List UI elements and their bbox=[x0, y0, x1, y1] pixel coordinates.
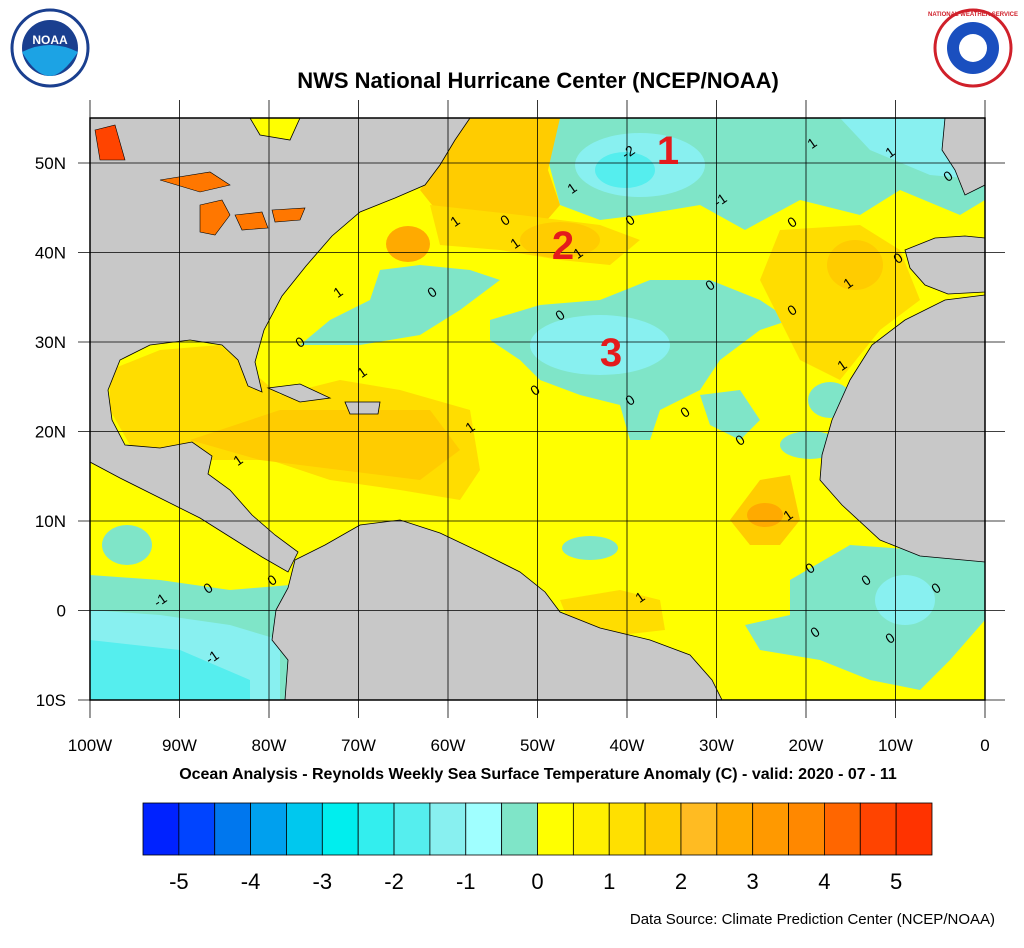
lon-label: 70W bbox=[341, 736, 376, 755]
lat-label: 10N bbox=[35, 512, 66, 531]
colorbar-box bbox=[465, 802, 503, 856]
lon-label: 40W bbox=[610, 736, 645, 755]
colorbar-box bbox=[357, 802, 395, 856]
colorbar-box bbox=[286, 802, 323, 856]
lat-label: 50N bbox=[35, 154, 66, 173]
colorbar-box bbox=[895, 802, 933, 856]
colorbar-box bbox=[537, 802, 574, 856]
lat-label: 30N bbox=[35, 333, 66, 352]
colorbar-label: -1 bbox=[456, 869, 476, 894]
colorbar-box bbox=[572, 802, 610, 856]
colorbar-label: 4 bbox=[818, 869, 830, 894]
lat-label: 10S bbox=[36, 691, 66, 710]
colorbar-box bbox=[250, 802, 287, 856]
colorbar: -5 -4 -3 -2 -1 0 1 2 3 4 5 bbox=[142, 802, 933, 894]
lon-label: 80W bbox=[252, 736, 287, 755]
colorbar-box bbox=[501, 802, 538, 856]
title: NWS National Hurricane Center (NCEP/NOAA… bbox=[297, 68, 779, 93]
colorbar-label: 0 bbox=[531, 869, 543, 894]
colorbar-box bbox=[429, 802, 467, 856]
lon-label: 50W bbox=[520, 736, 555, 755]
lon-label: 90W bbox=[162, 736, 197, 755]
colorbar-label: -2 bbox=[384, 869, 404, 894]
colorbar-label: -4 bbox=[241, 869, 261, 894]
colorbar-box bbox=[321, 802, 359, 856]
lat-label: 40N bbox=[35, 244, 66, 263]
region-label: 3 bbox=[600, 331, 622, 375]
lon-label: 20W bbox=[789, 736, 824, 755]
colorbar-box bbox=[178, 802, 216, 856]
colorbar-box bbox=[752, 802, 789, 856]
colorbar-box bbox=[608, 802, 646, 856]
colorbar-box bbox=[859, 802, 897, 856]
colorbar-label: -5 bbox=[169, 869, 189, 894]
colorbar-box bbox=[644, 802, 682, 856]
noaa-logo: NOAA bbox=[10, 8, 90, 88]
lon-label: 0 bbox=[980, 736, 989, 755]
colorbar-box bbox=[716, 802, 754, 856]
lon-label: 100W bbox=[68, 736, 112, 755]
colorbar-label: 5 bbox=[890, 869, 902, 894]
colorbar-label: -3 bbox=[313, 869, 333, 894]
colorbar-label: 3 bbox=[747, 869, 759, 894]
nws-logo: NATIONAL WEATHER SERVICE bbox=[928, 8, 1018, 88]
colorbar-label: 1 bbox=[603, 869, 615, 894]
lat-label: 0 bbox=[57, 602, 66, 621]
lakes bbox=[94, 124, 306, 236]
lon-label: 60W bbox=[431, 736, 466, 755]
land bbox=[90, 118, 985, 700]
map-frame bbox=[89, 117, 986, 701]
source: Data Source: Climate Prediction Center (… bbox=[630, 911, 995, 928]
lon-label: 30W bbox=[699, 736, 734, 755]
colorbar-label: 2 bbox=[675, 869, 687, 894]
colorbar-box bbox=[142, 802, 180, 856]
lon-label: 10W bbox=[878, 736, 913, 755]
region-label: 2 bbox=[552, 224, 574, 268]
logo-text: NATIONAL WEATHER SERVICE bbox=[928, 12, 1018, 18]
colorbar-box bbox=[824, 802, 861, 856]
colorbar-box bbox=[680, 802, 718, 856]
logo-text: NOAA bbox=[32, 33, 68, 47]
region-label: 1 bbox=[657, 129, 679, 173]
lat-label: 20N bbox=[35, 423, 66, 442]
colorbar-box bbox=[214, 802, 251, 856]
colorbar-box bbox=[393, 802, 431, 856]
caption: Ocean Analysis - Reynolds Weekly Sea Sur… bbox=[179, 766, 897, 783]
colorbar-box bbox=[788, 802, 825, 856]
